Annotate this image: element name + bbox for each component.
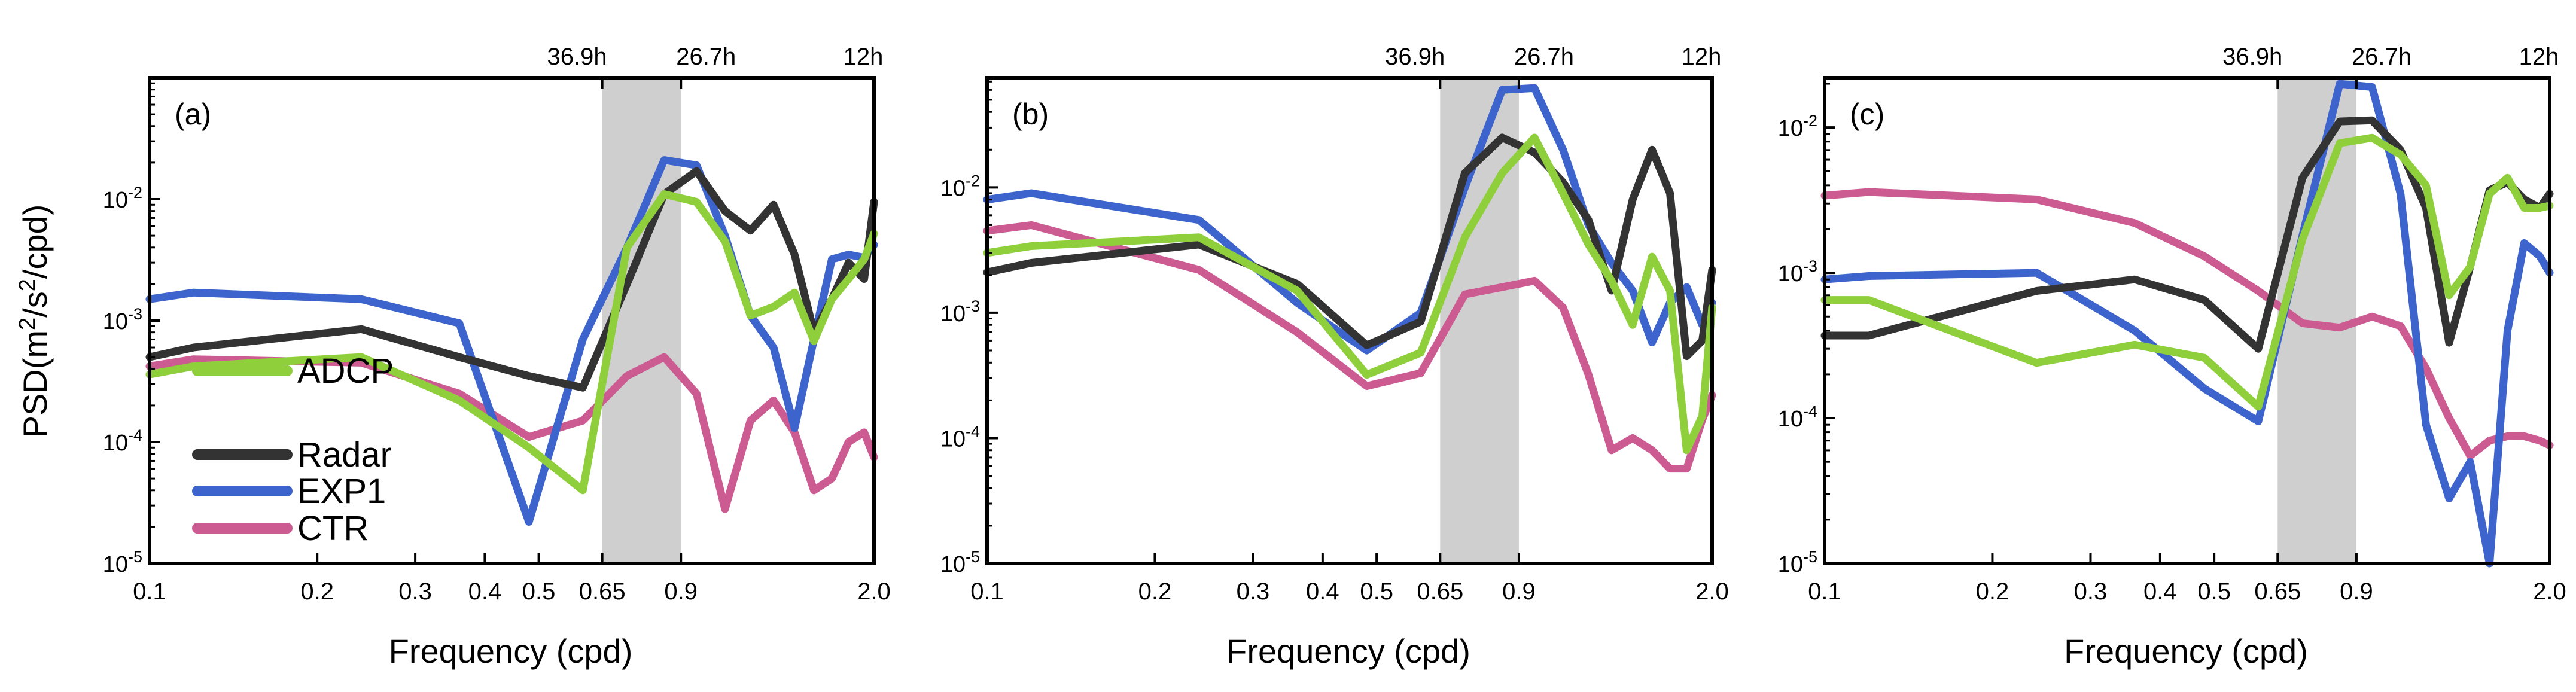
panel-b-y-tick-label: 10-2 (940, 172, 980, 201)
panel-c-x-tick-label: 0.65 (2254, 578, 2301, 605)
panel-c-x-tick-label: 0.3 (2074, 578, 2108, 605)
panel-b-x-tick-label: 2.0 (1695, 578, 1729, 605)
panel-b-x-tick-label: 0.5 (1360, 578, 1393, 605)
panel-a-top-tick-label: 36.9h (547, 44, 607, 70)
panel-c-x-tick-label: 2.0 (2533, 578, 2566, 605)
panel-c-y-tick-label: 10-2 (1778, 112, 1817, 141)
panel-b-top-tick-label: 36.9h (1385, 44, 1445, 70)
panel-b-series (983, 84, 1716, 473)
panel-a-x-tick-label: 2.0 (857, 578, 891, 605)
panel-a: 0.1 0.2 0.3 0.4 0.5 0.65 0.9 2.0 36.9h 26.7h 12h … (103, 44, 891, 670)
panel-c-series-radar (1820, 116, 2554, 353)
panel-a-y-tick-label: 10-5 (103, 548, 142, 577)
panel-a-y-tick-label: 10-3 (103, 305, 142, 334)
panel-b-x-tick-label: 0.65 (1417, 578, 1463, 605)
panel-c-y-tick-label: 10-3 (1778, 257, 1817, 286)
panel-c-top-tick-label: 12h (2519, 44, 2559, 70)
panel-a-y-ticks: 10-5 10-4 10-3 10-2 (103, 82, 160, 577)
panel-a-x-tick-label: 0.4 (468, 578, 502, 605)
panel-a-x-tick-label: 0.5 (522, 578, 556, 605)
panel-a-y-tick-label: 10-2 (103, 184, 142, 213)
panel-a-top-tick-label: 26.7h (676, 44, 736, 70)
legend-label-adcp: ADCP (297, 352, 394, 391)
panel-b-x-tick-label: 0.4 (1306, 578, 1339, 605)
panel-b-top-ticks: 36.9h 26.7h 12h (1385, 44, 1721, 89)
panel-c-x-ticks: 0.1 0.2 0.3 0.4 0.5 0.65 0.9 2.0 (1808, 553, 2566, 605)
panel-b: 0.1 0.2 0.3 0.4 0.5 0.65 0.9 2.0 36.9h 26.7h 12h … (940, 44, 1729, 670)
panel-c-frame (1823, 76, 2551, 565)
legend-label-exp1: EXP1 (297, 472, 386, 511)
panel-b-x-tick-label: 0.3 (1237, 578, 1270, 605)
panel-a-tag: (a) (175, 97, 211, 131)
panel-b-tag: (b) (1012, 97, 1049, 131)
panel-a-x-axis-title: Frequency (cpd) (389, 632, 633, 670)
panel-a-x-tick-label: 0.1 (133, 578, 166, 605)
panel-b-top-tick-label: 12h (1682, 44, 1722, 70)
panel-b-y-tick-label: 10-4 (940, 422, 980, 452)
panel-c-top-tick-label: 26.7h (2352, 44, 2411, 70)
panel-c-x-tick-label: 0.9 (2340, 578, 2373, 605)
panel-c-series-ctr (1820, 188, 2554, 460)
panel-b-x-tick-label: 0.2 (1138, 578, 1172, 605)
panel-a-series-ctr (145, 353, 878, 513)
panel-c-tag: (c) (1850, 97, 1884, 131)
panel-a-series (145, 156, 878, 526)
panel-a-series-radar (145, 167, 878, 392)
panel-b-x-tick-label: 0.1 (970, 578, 1004, 605)
panel-a-x-tick-label: 0.9 (664, 578, 698, 605)
panel-c-y-tick-label: 10-5 (1778, 548, 1817, 577)
panel-a-top-tick-label: 12h (844, 44, 884, 70)
panel-b-x-tick-label: 0.9 (1502, 578, 1536, 605)
panel-c-series-adcp (1820, 133, 2554, 411)
panel-b-series-exp1 (983, 84, 1716, 355)
panel-a-x-tick-label: 0.3 (398, 578, 432, 605)
panel-a-series-adcp (145, 190, 878, 495)
panel-c-top-tick-label: 36.9h (2222, 44, 2282, 70)
panel-b-frame (985, 76, 1714, 565)
panel-b-series-adcp (983, 133, 1716, 455)
panel-c-x-tick-label: 0.4 (2143, 578, 2177, 605)
panel-b-y-tick-label: 10-5 (940, 548, 980, 577)
legend: ADCP Radar EXP1 CTR (192, 352, 394, 548)
panel-c-y-ticks: 10-5 10-4 10-3 10-2 (1778, 83, 1835, 577)
panel-c-top-ticks: 36.9h 26.7h 12h (2222, 44, 2559, 89)
panel-a-x-tick-label: 0.2 (300, 578, 334, 605)
panel-b-top-tick-label: 26.7h (1514, 44, 1574, 70)
panel-b-series-ctr (983, 221, 1716, 473)
y-axis-title: PSD(m2/s2/cpd) (15, 205, 54, 438)
panel-b-x-axis-title: Frequency (cpd) (1226, 632, 1470, 670)
panel-c-x-tick-label: 0.2 (1976, 578, 2009, 605)
legend-label-radar: Radar (297, 435, 392, 474)
panel-c-series (1820, 80, 2554, 568)
panel-c-y-tick-label: 10-4 (1778, 403, 1817, 432)
panel-c: 0.1 0.2 0.3 0.4 0.5 0.65 0.9 2.0 36.9h 26.7h 12h … (1778, 44, 2566, 670)
panel-a-x-ticks: 0.1 0.2 0.3 0.4 0.5 0.65 0.9 2.0 (133, 553, 891, 605)
panel-a-top-ticks: 36.9h 26.7h 12h (547, 44, 884, 89)
panel-b-y-tick-label: 10-3 (940, 297, 980, 327)
panel-c-x-axis-title: Frequency (cpd) (2064, 632, 2308, 670)
panel-c-x-tick-label: 0.1 (1808, 578, 1841, 605)
panel-c-x-tick-label: 0.5 (2197, 578, 2231, 605)
panel-a-series-exp1 (145, 156, 878, 526)
panel-b-y-ticks: 10-5 10-4 10-3 10-2 (940, 80, 998, 577)
panel-a-x-tick-label: 0.65 (579, 578, 626, 605)
legend-label-ctr: CTR (297, 509, 369, 548)
panel-a-y-tick-label: 10-4 (103, 426, 142, 456)
panel-b-x-ticks: 0.1 0.2 0.3 0.4 0.5 0.65 0.9 2.0 (970, 553, 1729, 605)
